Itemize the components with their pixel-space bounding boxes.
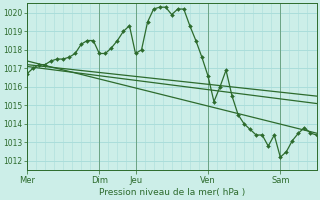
- X-axis label: Pression niveau de la mer( hPa ): Pression niveau de la mer( hPa ): [99, 188, 245, 197]
